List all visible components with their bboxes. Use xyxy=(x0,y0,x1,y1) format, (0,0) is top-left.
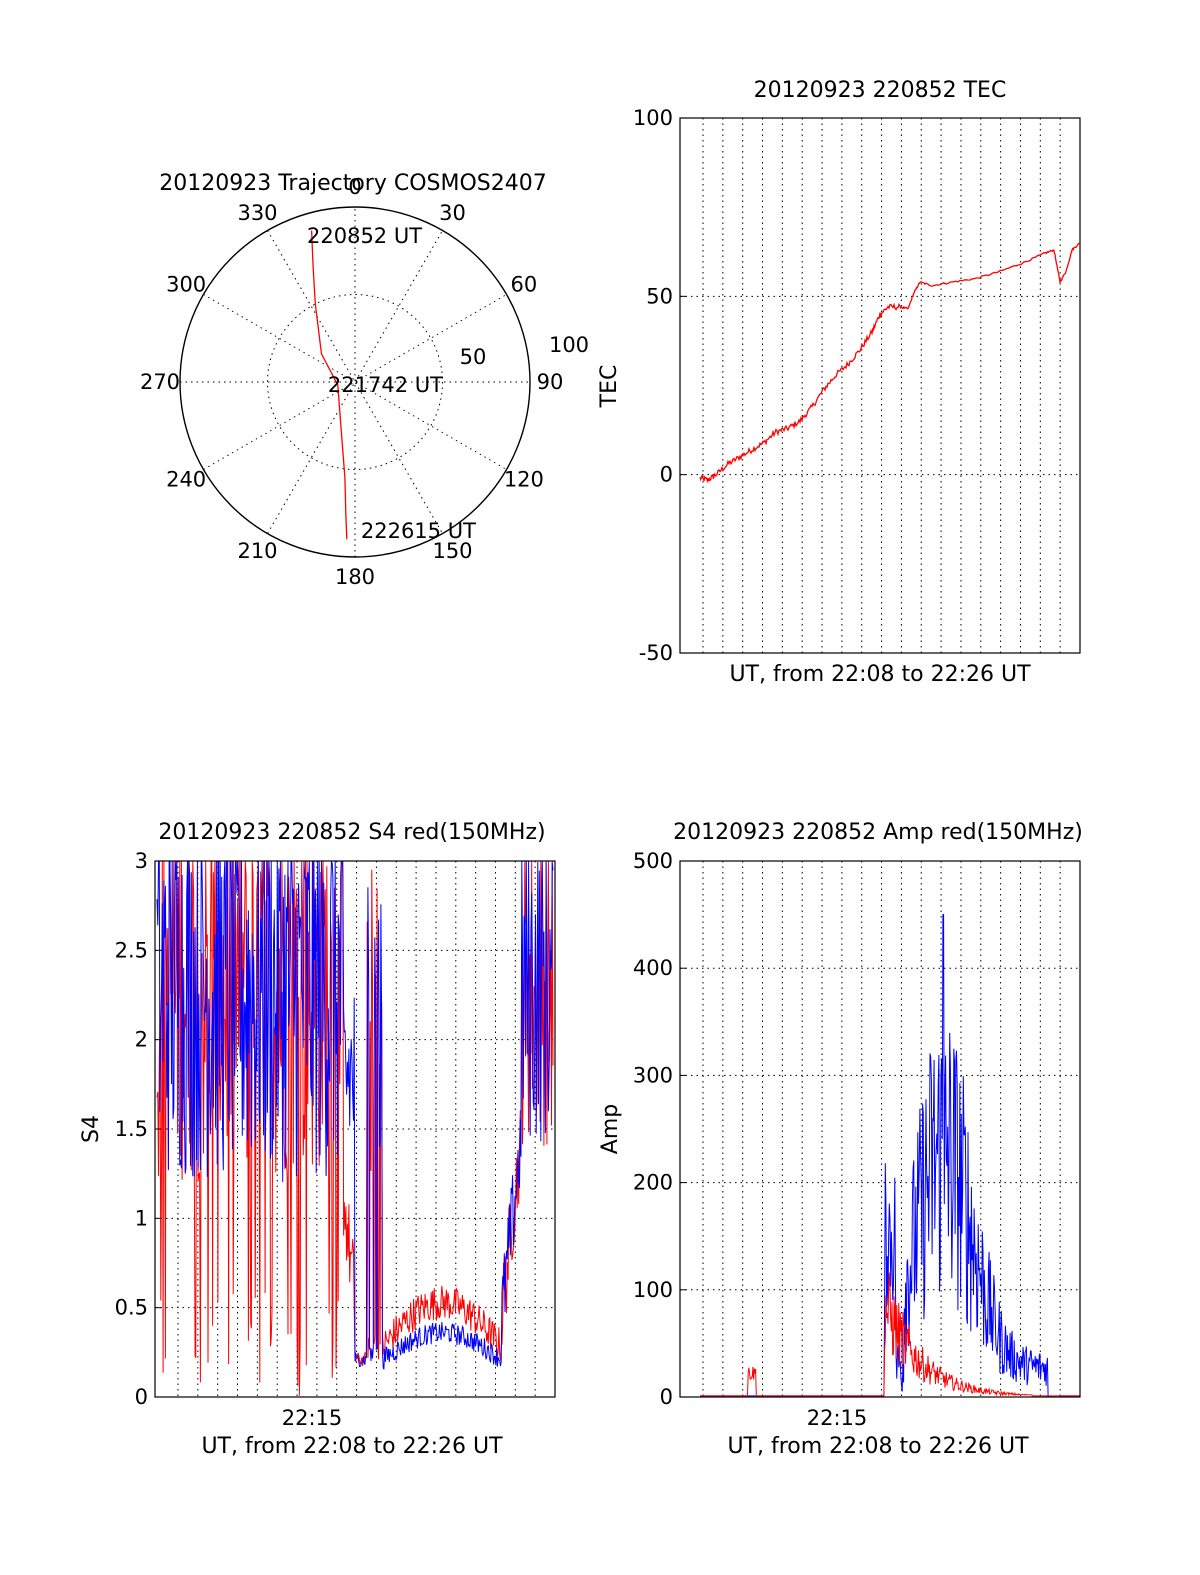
azimuth-label: 120 xyxy=(504,468,544,492)
y-tick-label: 2 xyxy=(135,1028,148,1052)
tec-frame xyxy=(679,117,1081,654)
polar-spoke xyxy=(267,230,443,534)
amp-xlabel: UT, from 22:08 to 22:26 UT xyxy=(727,1434,1029,1459)
y-tick-label: 1.5 xyxy=(115,1117,148,1141)
azimuth-label: 150 xyxy=(432,539,472,563)
azimuth-label: 240 xyxy=(166,468,206,492)
polar-spoke xyxy=(203,294,507,470)
polar-spoke xyxy=(267,230,443,534)
tec-ylabel: TEC xyxy=(597,365,622,409)
amp-panel: 20120923 220852 Amp red(150MHz) 500 400 30… xyxy=(598,820,1083,1459)
s4-series xyxy=(156,859,554,1396)
amp-series-red xyxy=(700,1272,1080,1397)
amp-grid xyxy=(680,861,1080,1397)
azimuth-label: 0 xyxy=(348,175,361,199)
azimuth-label: 60 xyxy=(511,273,538,297)
tec-title: 20120923 220852 TEC xyxy=(754,78,1007,103)
polar-annotations: 220852 UT 221742 UT 222615 UT xyxy=(307,224,476,543)
amp-yticks: 500 400 300 200 100 0 xyxy=(633,849,686,1409)
azimuth-label: 30 xyxy=(439,201,466,225)
y-tick-label: 300 xyxy=(633,1063,673,1087)
polar-series xyxy=(310,230,348,540)
tec-panel: 20120923 220852 TEC 100 50 0 -50 TEC UT, fr… xyxy=(597,78,1081,687)
s4-title: 20120923 220852 S4 red(150MHz) xyxy=(158,820,545,845)
tec-yticks: 100 50 0 -50 xyxy=(633,106,686,665)
azimuth-label: 180 xyxy=(335,565,375,589)
polar-inner-ring xyxy=(267,294,443,470)
trajectory-time-label: 221742 UT xyxy=(328,373,443,397)
azimuth-label: 210 xyxy=(237,539,277,563)
polar-grid xyxy=(179,206,531,558)
tec-series-line xyxy=(699,242,1080,484)
azimuth-label: 330 xyxy=(237,201,277,225)
radial-label: 50 xyxy=(460,345,487,369)
y-tick-label: 2.5 xyxy=(115,938,148,962)
y-tick-label: 100 xyxy=(633,1278,673,1302)
y-tick-label: 0 xyxy=(135,1385,148,1409)
trajectory-line xyxy=(310,230,348,540)
amp-title: 20120923 220852 Amp red(150MHz) xyxy=(673,820,1083,845)
amp-series xyxy=(700,914,1080,1398)
y-tick-label: 100 xyxy=(633,106,673,130)
azimuth-label: 90 xyxy=(537,370,564,394)
y-tick-label: 500 xyxy=(633,849,673,873)
azimuth-label: 270 xyxy=(140,370,180,394)
polar-labels: 0 30 60 90 120 150 180 210 240 270 300 330 50 100 xyxy=(140,175,589,589)
s4-yticks: 3 2.5 2 1.5 1 0.5 0 xyxy=(115,849,161,1409)
s4-panel: 20120923 220852 S4 red(150MHz) 3 2.5 2 1.5 1… xyxy=(79,820,556,1459)
azimuth-label: 300 xyxy=(166,273,206,297)
amp-series-blue xyxy=(700,914,1080,1398)
trajectory-title: 20120923 Trajectory COSMOS2407 xyxy=(159,171,546,196)
trajectory-time-label: 220852 UT xyxy=(307,224,422,248)
tec-xlabel: UT, from 22:08 to 22:26 UT xyxy=(729,662,1031,687)
y-tick-label: 50 xyxy=(646,284,673,308)
y-tick-label: 1 xyxy=(135,1206,148,1230)
radial-label: 100 xyxy=(549,333,589,357)
y-tick-label: 0.5 xyxy=(115,1296,148,1320)
y-tick-label: -50 xyxy=(639,641,673,665)
tec-grid xyxy=(680,118,1080,653)
trajectory-panel: 20120923 Trajectory COSMOS2407 0 30 60 90 12… xyxy=(140,171,589,589)
s4-series-blue xyxy=(156,859,554,1370)
s4-xtick: 22:15 xyxy=(282,1406,343,1430)
polar-spoke xyxy=(203,294,507,470)
amp-frame xyxy=(679,860,1081,1398)
amp-ylabel: Amp xyxy=(598,1104,623,1154)
y-tick-label: 400 xyxy=(633,956,673,980)
y-tick-label: 200 xyxy=(633,1171,673,1195)
trajectory-time-label: 222615 UT xyxy=(361,519,476,543)
y-tick-label: 3 xyxy=(135,849,148,873)
amp-xtick: 22:15 xyxy=(807,1406,868,1430)
y-tick-label: 0 xyxy=(660,463,673,487)
s4-xlabel: UT, from 22:08 to 22:26 UT xyxy=(201,1434,503,1459)
s4-ylabel: S4 xyxy=(79,1115,104,1143)
y-tick-label: 0 xyxy=(660,1385,673,1409)
